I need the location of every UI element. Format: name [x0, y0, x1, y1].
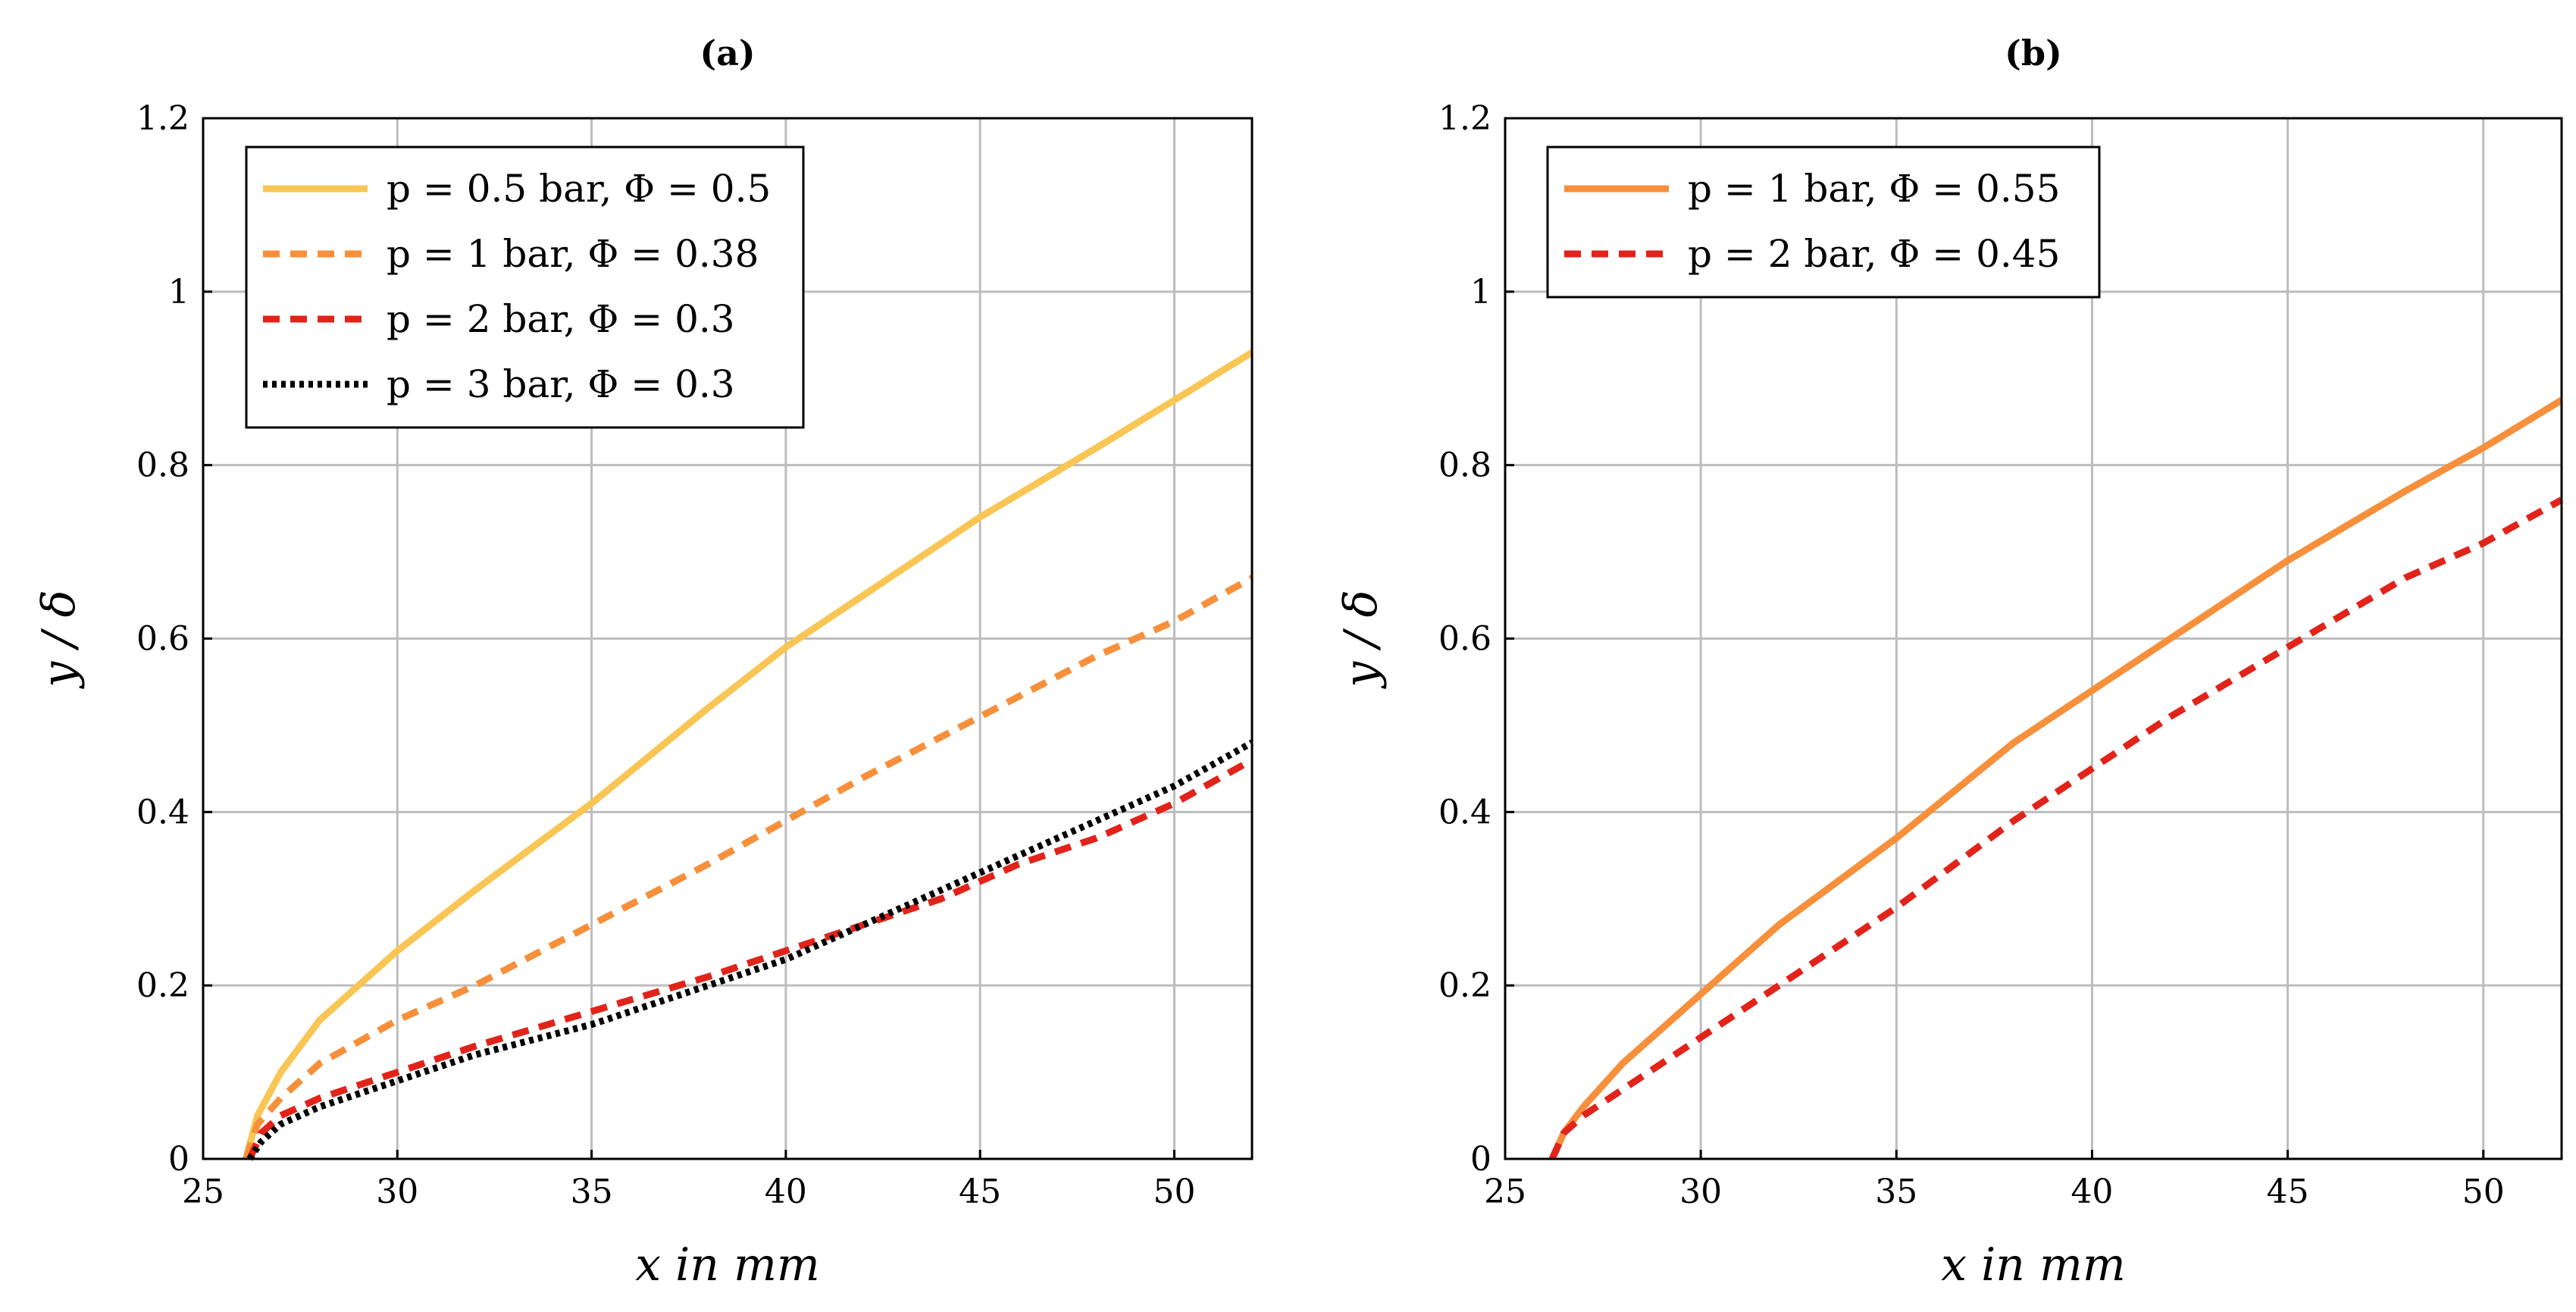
panel-b-y-tick-label: 0.6 — [1438, 620, 1491, 659]
panel-a-x-tick-label: 25 — [182, 1173, 224, 1211]
panel-b-x-axis-label: x in mm — [1941, 1238, 2126, 1292]
panel-a-x-tick-label: 35 — [571, 1173, 613, 1211]
panel-a-legend-label-4: p = 3 bar, Φ = 0.3 — [387, 362, 735, 406]
panel-b-ticks: 25 30 35 40 45 50 0 0.2 0.4 0.6 0.8 1 1.2 — [1438, 99, 2505, 1211]
panel-a-y-tick-label: 0.4 — [136, 793, 189, 831]
panel-a-legend: p = 0.5 bar, Φ = 0.5 p = 1 bar, Φ = 0.38 p… — [245, 146, 805, 429]
panel-a-x-axis-label: x in mm — [635, 1238, 820, 1292]
panel-a-y-tick-label: 0.6 — [136, 620, 189, 659]
panel-a-y-tick-label: 0.8 — [136, 446, 189, 485]
panel-b: (b) 25 30 35 40 45 50 0 0.2 0.4 0.6 0.8 1 1.2 x in m… — [1335, 33, 2564, 1292]
panel-b-x-tick-label: 45 — [2267, 1173, 2309, 1211]
panel-a-y-tick-label: 0 — [168, 1140, 189, 1179]
panel-b-legend-label-2: p = 2 bar, Φ = 0.45 — [1688, 232, 2060, 276]
panel-a-x-tick-label: 40 — [765, 1173, 807, 1211]
panel-a-legend-label-2: p = 1 bar, Φ = 0.38 — [387, 232, 759, 276]
panel-a-title: (a) — [700, 33, 755, 74]
panel-b-series — [1548, 397, 2564, 1160]
panel-a-x-tick-label: 30 — [376, 1173, 418, 1211]
panel-a-series-line-2 — [243, 575, 1254, 1160]
panel-a-ticks: 25 30 35 40 45 50 0 0.2 0.4 0.6 0.8 1 1.2 — [136, 99, 1195, 1211]
panel-a-y-tick-label: 1.2 — [136, 99, 189, 138]
panel-a-series — [243, 349, 1254, 1161]
panel-b-x-tick-label: 50 — [2462, 1173, 2505, 1211]
panel-b-x-tick-label: 35 — [1875, 1173, 1917, 1211]
panel-a-y-tick-label: 0.2 — [136, 966, 189, 1005]
panel-a-y-axis-label: y / δ — [33, 590, 86, 689]
panel-a-series-line-1 — [243, 349, 1254, 1160]
panel-a-legend-box — [245, 146, 805, 429]
panel-b-y-tick-label: 1.2 — [1438, 99, 1491, 138]
panel-b-title: (b) — [2005, 33, 2062, 74]
panel-b-legend: p = 1 bar, Φ = 0.55 p = 2 bar, Φ = 0.45 — [1546, 146, 2101, 299]
panel-b-y-tick-label: 0.2 — [1438, 966, 1491, 1005]
panel-b-y-tick-label: 1 — [1470, 273, 1491, 312]
panel-a-y-tick-label: 1 — [168, 273, 189, 312]
panel-a-series-line-3 — [246, 756, 1254, 1160]
panel-b-x-tick-label: 25 — [1484, 1173, 1526, 1211]
panel-b-series-line-1 — [1548, 397, 2564, 1160]
panel-b-series-line-2 — [1548, 496, 2564, 1160]
panel-b-y-tick-label: 0.4 — [1438, 793, 1491, 831]
panel-a-x-tick-label: 50 — [1153, 1173, 1195, 1211]
panel-a-x-tick-label: 45 — [959, 1173, 1001, 1211]
panel-b-y-tick-label: 0.8 — [1438, 446, 1491, 485]
panel-b-y-axis-label: y / δ — [1335, 590, 1388, 689]
panel-b-x-tick-label: 30 — [1679, 1173, 1722, 1211]
panel-b-x-tick-label: 40 — [2071, 1173, 2113, 1211]
panel-a-legend-label-1: p = 0.5 bar, Φ = 0.5 — [387, 167, 771, 211]
panel-a-legend-label-3: p = 2 bar, Φ = 0.3 — [387, 297, 735, 341]
panel-b-legend-box — [1546, 146, 2101, 299]
panel-b-y-tick-label: 0 — [1470, 1140, 1491, 1179]
panel-b-legend-label-1: p = 1 bar, Φ = 0.55 — [1688, 167, 2060, 211]
panel-a: (a) 25 30 35 40 45 50 0 0.2 0.4 0.6 0.8 1 1.2 x in m… — [33, 33, 1254, 1292]
